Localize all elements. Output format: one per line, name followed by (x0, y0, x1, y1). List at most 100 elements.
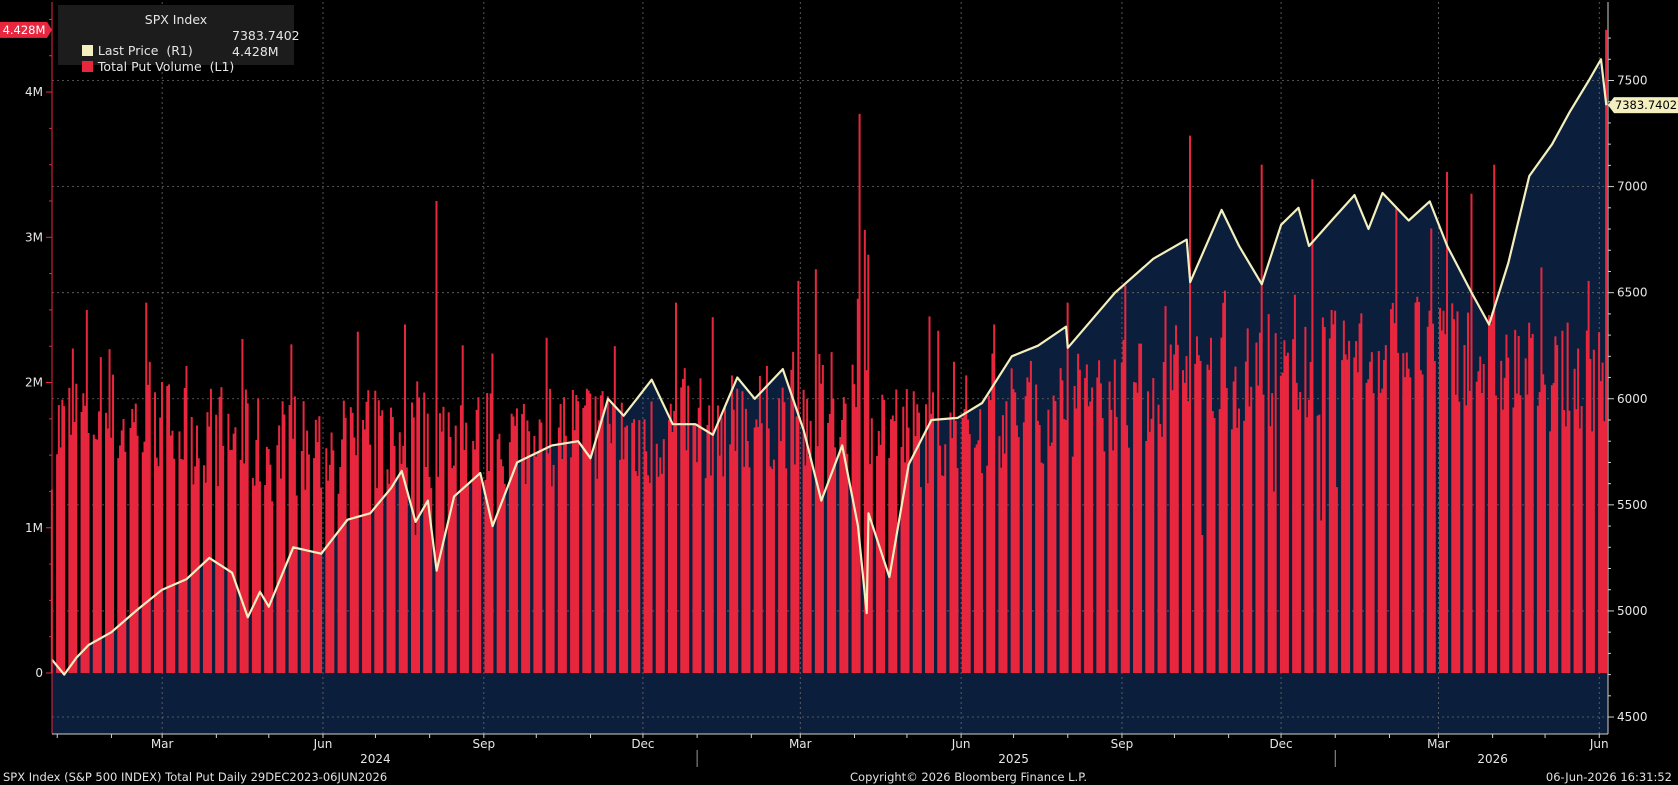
volume-bar (956, 468, 959, 673)
volume-bar (377, 400, 380, 673)
volume-bar (190, 416, 193, 673)
volume-bar (1421, 374, 1424, 673)
volume-bar (1120, 362, 1123, 673)
volume-bar (512, 416, 515, 673)
volume-bar (1012, 389, 1015, 673)
volume-bar (222, 445, 225, 673)
volume-bar (1515, 393, 1518, 673)
volume-bar (1127, 447, 1130, 673)
volume-bar (452, 465, 455, 673)
volume-bar (1297, 409, 1300, 673)
volume-bar (1383, 359, 1386, 673)
volume-bar (1556, 345, 1559, 673)
volume-bar (330, 432, 333, 673)
volume-bar (234, 427, 237, 673)
volume-bar (447, 412, 450, 673)
right-tick-label: 6500 (1617, 286, 1648, 300)
volume-bar (302, 401, 305, 673)
volume-bar (557, 427, 560, 673)
left-tick-label: 0 (35, 666, 43, 680)
volume-bar (1442, 310, 1445, 673)
volume-bar (337, 493, 340, 673)
chart-footer: SPX Index (S&P 500 INDEX) Total Put Dail… (0, 768, 1678, 785)
volume-bar (154, 392, 157, 673)
volume-bar (1269, 426, 1272, 673)
volume-bar (1078, 369, 1081, 673)
volume-bar (979, 409, 982, 673)
volume-bar (487, 470, 490, 673)
volume-bar (695, 462, 698, 673)
volume-bar (1223, 290, 1226, 673)
volume-bar (265, 446, 268, 673)
volume-bar (902, 406, 905, 673)
volume-bar (451, 468, 454, 673)
volume-bar (465, 422, 468, 673)
volume-bar (1577, 348, 1580, 673)
volume-bar (1208, 369, 1211, 673)
volume-bar (353, 437, 356, 673)
volume-bar (484, 479, 487, 673)
legend-entry-put-volume: Total Put Volume (L1) 4.428M (66, 44, 279, 74)
volume-bar (1075, 408, 1078, 673)
volume-bar (855, 407, 858, 673)
volume-bar (778, 398, 781, 673)
volume-bar (1372, 393, 1375, 673)
volume-bar (842, 397, 845, 673)
volume-bar (411, 402, 414, 673)
volume-bar (1454, 394, 1457, 673)
volume-bar (510, 413, 513, 673)
volume-bar (1605, 29, 1608, 673)
volume-bar (1073, 385, 1076, 673)
volume-bar (1566, 322, 1569, 673)
volume-bar (1320, 520, 1323, 673)
volume-bar (1140, 343, 1143, 673)
volume-bar (1397, 352, 1400, 673)
volume-bar (772, 459, 775, 673)
volume-bar (1194, 363, 1197, 673)
volume-bar (92, 434, 95, 673)
volume-bar (1561, 330, 1564, 673)
volume-bar (160, 381, 163, 673)
volume-bar (117, 458, 120, 673)
volume-bar (783, 402, 786, 673)
volume-bar (424, 467, 427, 673)
volume-bar (390, 407, 393, 673)
volume-bar (598, 420, 601, 673)
volume-bar (827, 422, 830, 673)
volume-bar (626, 425, 629, 673)
volume-bar (98, 411, 101, 673)
volume-bar (785, 468, 788, 673)
volume-bar (1052, 395, 1055, 673)
volume-bar (1000, 467, 1003, 673)
volume-bar (968, 434, 971, 673)
volume-bar (124, 451, 127, 673)
volume-bar (1360, 313, 1363, 673)
volume-bar (830, 352, 833, 673)
volume-bar (1456, 311, 1459, 673)
volume-bar (1220, 337, 1223, 673)
volume-bar (365, 401, 368, 673)
volume-bar (564, 435, 567, 673)
volume-bar (949, 412, 952, 673)
volume-bar (1010, 368, 1013, 673)
volume-bar (1162, 361, 1165, 673)
volume-bar (1279, 375, 1282, 673)
volume-bar (863, 230, 866, 673)
volume-bar (1281, 372, 1284, 673)
volume-bar (1099, 383, 1102, 673)
volume-bar (1286, 352, 1289, 673)
volume-bar (685, 450, 688, 673)
volume-bar (661, 473, 664, 673)
volume-bar (771, 468, 774, 673)
volume-bar (461, 345, 464, 673)
volume-bar (1098, 360, 1101, 673)
volume-bar (181, 459, 184, 673)
volume-bar (1183, 382, 1186, 673)
right-tick-label: 6000 (1617, 392, 1648, 406)
volume-bar (1432, 323, 1435, 673)
volume-bar (755, 419, 758, 673)
volume-bar (550, 486, 553, 673)
volume-bar (1064, 420, 1067, 673)
volume-bar (582, 408, 585, 673)
